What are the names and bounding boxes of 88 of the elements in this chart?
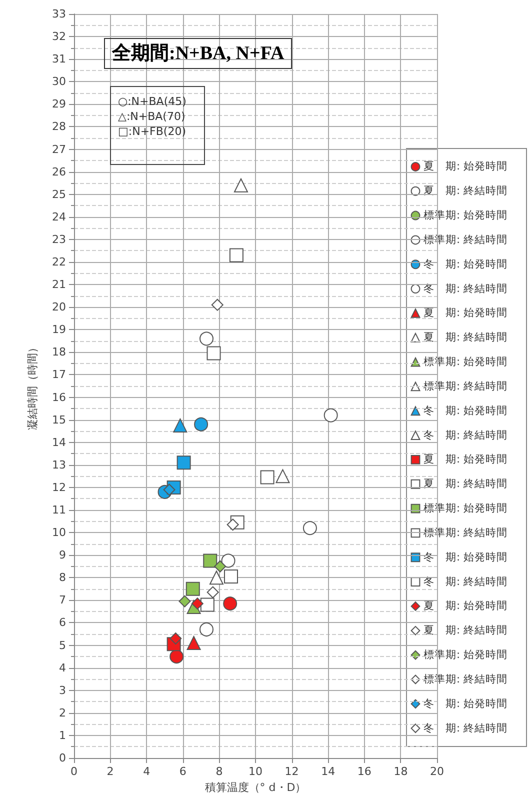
point [186,636,201,650]
point [170,650,184,664]
y-tick-label: 18 [52,346,66,359]
point [324,408,338,422]
y-tick-label: 23 [52,232,66,246]
y-tick-label: 26 [52,165,66,178]
x-tick-label: 10 [248,765,262,778]
x-tick-label: 12 [284,765,299,778]
y-tick-label: 28 [52,120,66,134]
x-tick-label: 16 [357,765,372,778]
y-tick-label: 14 [52,436,66,449]
point [224,570,238,584]
legend-label: 夏 期: 始発時間 [424,306,508,320]
point [226,518,239,531]
point [170,632,182,645]
y-tick-label: 32 [52,30,66,44]
legend-label: 夏 期: 始発時間 [424,160,508,173]
point [176,456,191,470]
point [173,418,188,432]
point [260,470,274,484]
y-tick-label: 27 [52,142,66,156]
y-tick-label: 0 [59,752,66,764]
y-tick-label: 4 [59,661,66,674]
x-tick-label: 0 [70,765,78,778]
y-tick-label: 24 [52,210,66,224]
point [221,554,236,568]
y-tick-label: 31 [52,52,66,66]
point [206,346,221,360]
y-tick-label: 25 [52,188,66,201]
point [203,554,218,568]
legend-label: 夏 期: 終結時間 [424,330,508,344]
point [163,484,176,496]
point [214,560,226,572]
y-tick-label: 2 [59,706,66,720]
y-tick-label: 6 [59,616,66,630]
y-tick-label: 16 [52,390,66,404]
y-tick-label: 3 [59,684,66,697]
x-tick-label: 18 [394,765,408,778]
y-tick-label: 22 [52,256,66,268]
point [302,521,317,536]
y-tick-label: 11 [52,504,66,516]
y-tick-label: 9 [59,548,66,562]
point [200,332,214,346]
x-tick-label: 14 [321,765,336,778]
legend-label: 冬 期: 終結時間 [424,282,508,295]
legend-label: 冬 期: 終結時間 [424,574,508,588]
y-tick-label: 10 [52,526,66,540]
x-tick-label: 20 [430,765,444,778]
x-tick-label: 6 [179,765,186,778]
y-tick-label: 30 [52,75,66,88]
y-tick-label: 17 [52,368,66,382]
y-tick-label: 19 [52,323,66,336]
point [186,582,200,596]
y-tick-label: 33 [52,8,66,20]
point [191,598,204,610]
point [229,248,244,262]
annotation: ○:N+BA(45) [118,95,186,108]
y-tick-label: 7 [59,594,66,607]
legend-label: 夏 期: 始発時間 [424,599,508,612]
x-tick-label: 8 [216,765,223,778]
annotation: □:N+FB(20) [118,125,186,138]
x-tick-label: 2 [106,765,114,778]
y-tick-label: 21 [52,278,66,292]
point [211,298,224,311]
legend-label: 夏 期: 始発時間 [424,452,508,466]
x-axis-title: 積算温度（° d・D） [204,781,306,794]
text: 全期間:N+BA, N+FA [111,43,285,64]
point [200,598,214,612]
y-tick-label: 5 [59,638,66,652]
point [206,586,219,598]
point [178,595,191,608]
y-tick-label: 20 [52,300,66,314]
y-tick-label: 29 [52,98,66,111]
y-tick-label: 1 [59,728,66,742]
y-axis-title: 凝結時間（時間） [26,342,39,430]
x-tick-label: 4 [143,765,150,778]
y-tick-label: 8 [59,571,66,584]
point [234,178,248,192]
legend-label: 夏 期: 終結時間 [424,624,508,637]
annotation: △:N+BA(70) [118,110,186,123]
point [276,469,290,484]
point [200,622,214,636]
point [223,596,238,611]
point [209,570,224,585]
point [194,417,208,432]
y-tick-label: 15 [52,413,66,426]
y-tick-label: 12 [52,480,66,494]
y-tick-label: 13 [52,458,66,472]
